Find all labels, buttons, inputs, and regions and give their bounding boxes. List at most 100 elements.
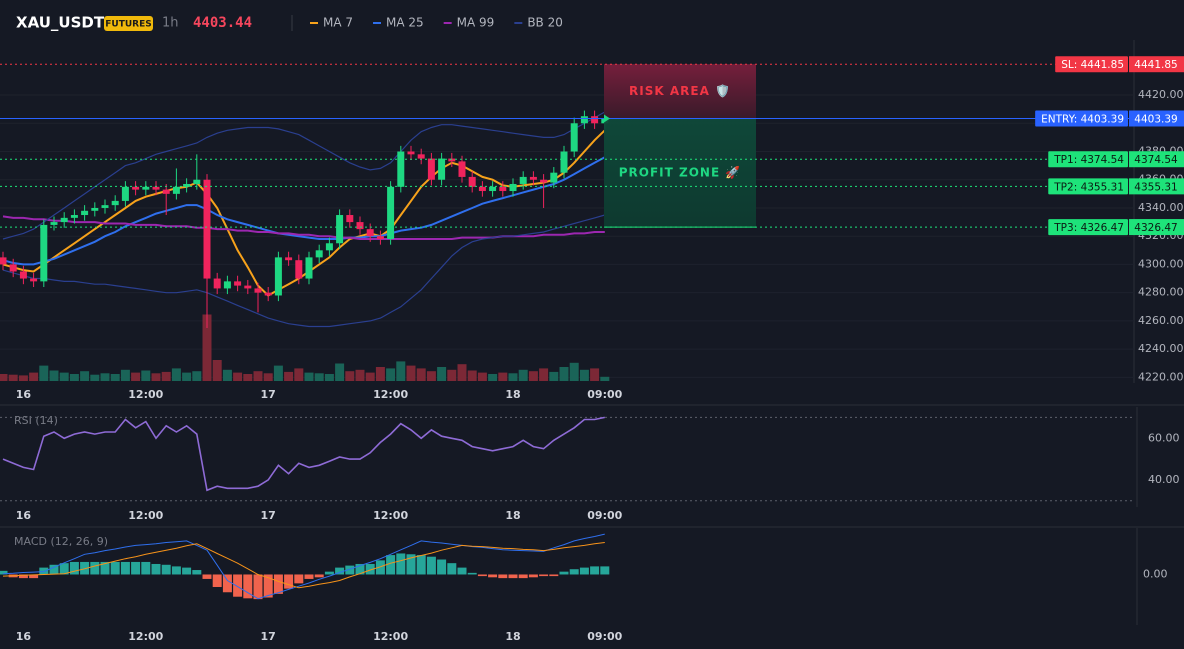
candle-body [376,236,384,240]
macd-histogram-bar [335,567,345,575]
volume-bar [90,374,100,381]
candle-body [489,186,497,192]
macd-histogram-bar [467,572,477,575]
volume-bar [69,374,79,381]
volume-bar [416,368,426,381]
macd-histogram-bar [110,561,120,575]
candle-body [254,288,262,293]
macd-histogram-bar [396,553,406,575]
volume-bar [120,369,130,381]
volume-bar [253,371,263,381]
zone [604,118,756,228]
macd-histogram-bar [590,566,600,575]
macd-histogram-bar [304,574,314,579]
volume-bar [161,371,171,381]
x-tick-label: 09:00 [587,630,622,643]
macd-histogram-bar [324,571,334,575]
macd-histogram-bar [49,564,59,575]
candle-body [132,186,140,190]
macd-histogram-bar [355,563,365,575]
level-tag: 4326.47 [1134,222,1177,234]
macd-histogram-bar [518,574,528,579]
candle-body [427,158,435,180]
level-label: TP3: 4326.47 [1053,222,1124,234]
macd-histogram-bar [171,566,181,575]
candle-body [0,257,7,265]
volume-bar [477,372,487,381]
volume-bar [182,372,192,381]
candle-body [550,172,558,183]
candle-body [9,264,17,272]
volume-bar [212,360,222,381]
volume-bar [39,365,49,381]
volume-bar [171,368,181,381]
level-tag: 4403.39 [1134,113,1177,125]
y-tick-label: 0.00 [1143,567,1168,580]
macd-histogram-bar [131,561,141,575]
x-tick-label: 17 [261,630,276,643]
macd-histogram-bar [426,556,436,575]
level-tag-bg [1129,178,1184,195]
volume-bar [202,314,212,381]
level-label: SL: 4441.85 [1061,59,1124,71]
level-label-bg [1035,110,1128,127]
ma-line [2,156,606,266]
candle-body [60,217,68,223]
volume-bar [304,372,314,381]
legend-label: BB 20 [527,16,563,30]
macd-histogram-bar [273,574,283,594]
legend-label: MA 99 [457,16,495,30]
candle-body [244,285,252,289]
candle-body [458,161,466,177]
macd-histogram-bar [508,574,518,579]
volume-bar [100,373,110,381]
candle-body [540,179,548,183]
candle-body [397,151,405,187]
candle-body [580,116,588,124]
x-tick-label: 16 [16,509,32,522]
volume-bar [141,370,151,381]
level-label-bg [1048,219,1128,236]
candle-body [111,200,119,206]
volume-bar [590,368,600,381]
level-label: ENTRY: 4403.39 [1041,113,1124,125]
volume-bar [457,364,467,381]
candle-body [30,278,38,282]
volume-bar [375,367,385,381]
candle-body [529,176,537,180]
macd-histogram-bar [90,561,100,575]
candle-body [336,215,344,244]
macd-histogram-bar [141,561,151,575]
volume-bar [569,362,579,381]
badge: FUTURES [105,20,151,30]
volume-bar [528,371,538,381]
candle-body [387,186,395,240]
zone [604,64,756,119]
volume-bar [110,374,120,381]
candle-body [468,176,476,187]
candle-body [101,205,109,208]
macd-histogram-bar [0,570,8,575]
level-tag: 4374.54 [1134,154,1178,166]
macd-histogram-bar [579,567,589,575]
x-tick-label: 18 [505,509,520,522]
candle-body [213,278,221,289]
x-tick-label: 16 [16,388,32,401]
macd-histogram-bar [161,564,171,575]
volume-bar [355,369,365,381]
panel-title: RSI (14) [14,414,58,427]
candle-body [50,222,58,225]
candle-body [203,179,211,279]
y-tick-label: 4260.00 [1138,314,1184,327]
macd-line [2,533,605,600]
macd-histogram-bar [212,574,222,588]
symbol: XAU_USDT [16,14,105,32]
macd-histogram-bar [222,574,232,593]
y-tick-label: 4280.00 [1138,286,1184,299]
candle-body [40,224,48,282]
candle-body [142,186,150,190]
x-tick-label: 18 [505,630,520,643]
candle-body [560,151,568,173]
candle-body [223,281,231,289]
macd-histogram-bar [202,574,212,579]
